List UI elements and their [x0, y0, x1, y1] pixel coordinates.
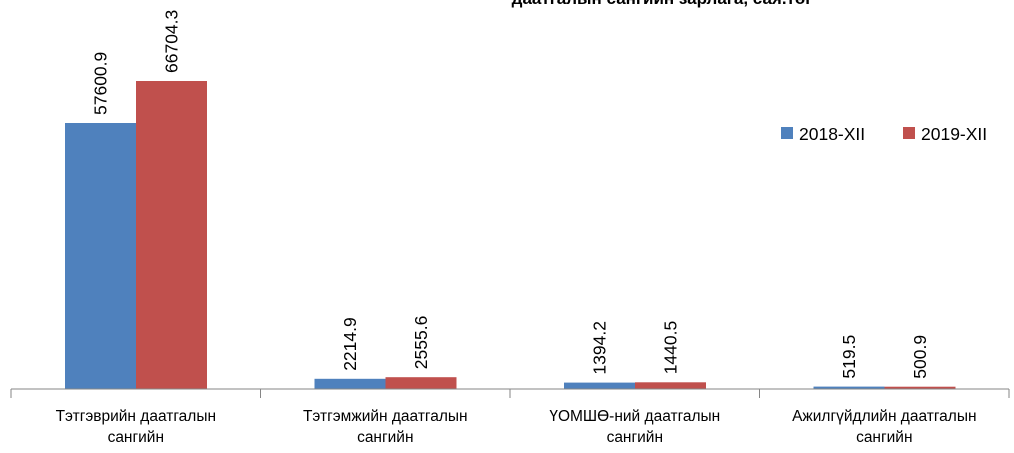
- bar: [314, 378, 386, 389]
- data-label: 2214.9: [340, 317, 360, 371]
- bar: [884, 386, 956, 389]
- legend: 2018-XII 2019-XII: [781, 124, 987, 144]
- bar: [385, 377, 457, 389]
- chart-title: даатгалын сангийн зарлага, сая.төг: [512, 0, 813, 8]
- data-label: 66704.3: [162, 10, 182, 73]
- data-label: 500.9: [910, 335, 930, 379]
- category-label: ҮОМШӨ-ний даатгалын сангийн: [549, 408, 720, 446]
- bar: [635, 382, 706, 389]
- data-label: 519.5: [839, 335, 859, 379]
- legend-swatch: [781, 127, 793, 139]
- category-axis: Тэтгэврийн даатгалын сангийн Тэтгэмжийн да…: [10, 388, 1010, 446]
- bar: [65, 123, 136, 389]
- bar: [136, 81, 207, 389]
- data-label: 2555.6: [411, 316, 431, 370]
- data-label: 1394.2: [590, 321, 610, 375]
- category-label: Ажилгүйдлийн даатгалын сангийн: [792, 408, 976, 446]
- legend-label: 2018-XII: [799, 124, 865, 144]
- data-label: 1440.5: [661, 321, 681, 375]
- bar: [564, 382, 635, 389]
- category-label: Тэтгэмжийн даатгалын сангийн: [303, 408, 468, 446]
- legend-swatch: [903, 127, 915, 139]
- legend-label: 2019-XII: [921, 124, 987, 144]
- plot-area: 57600.9 66704.3 2214.9 2555.6 1394.2 1440.5 51…: [65, 10, 956, 389]
- data-label: 57600.9: [91, 52, 111, 115]
- bar: [813, 386, 885, 389]
- category-label: Тэтгэврийн даатгалын сангийн: [56, 408, 216, 446]
